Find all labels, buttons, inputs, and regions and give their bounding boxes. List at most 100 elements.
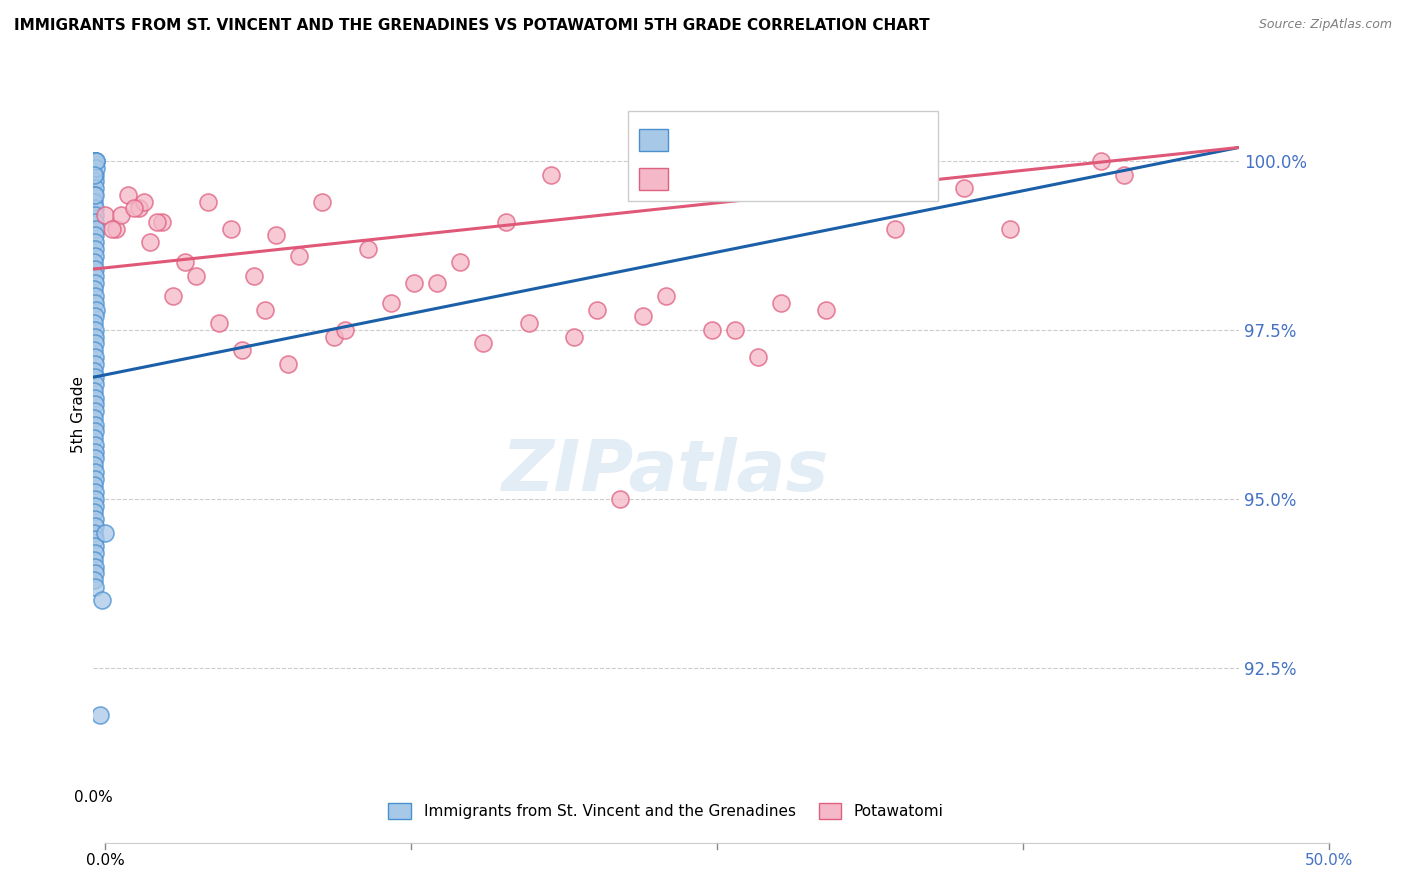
Point <box>84 153 107 168</box>
Point <box>253 302 276 317</box>
Point <box>83 458 105 472</box>
Text: IMMIGRANTS FROM ST. VINCENT AND THE GRENADINES VS POTAWATOMI 5TH GRADE CORRELATI: IMMIGRANTS FROM ST. VINCENT AND THE GREN… <box>14 18 929 33</box>
Point <box>83 506 105 520</box>
Point <box>197 194 219 209</box>
Point <box>1114 168 1136 182</box>
Point <box>471 336 494 351</box>
Point <box>402 276 425 290</box>
Point <box>100 221 122 235</box>
Point <box>311 194 333 209</box>
Point <box>83 255 105 269</box>
Point <box>540 168 562 182</box>
Point <box>83 194 105 209</box>
Point <box>288 249 311 263</box>
Point <box>84 425 107 439</box>
Point <box>128 202 150 216</box>
Point <box>83 310 105 324</box>
Point <box>83 438 105 452</box>
Point <box>219 221 242 235</box>
Point <box>83 370 105 384</box>
Point <box>84 268 107 283</box>
Point <box>84 512 107 526</box>
Point <box>83 451 105 466</box>
Point <box>1090 153 1112 168</box>
Point <box>84 296 107 310</box>
Point <box>83 350 105 364</box>
Point <box>84 187 107 202</box>
Point <box>83 168 105 182</box>
Point <box>242 268 264 283</box>
Point <box>83 485 105 500</box>
Text: Source: ZipAtlas.com: Source: ZipAtlas.com <box>1258 18 1392 31</box>
Point <box>266 228 288 243</box>
Point <box>277 357 299 371</box>
Point <box>84 215 107 229</box>
Point <box>93 208 115 222</box>
Y-axis label: 5th Grade: 5th Grade <box>72 376 86 453</box>
Point <box>562 329 585 343</box>
Point <box>83 181 105 195</box>
Point <box>84 153 107 168</box>
Point <box>83 478 105 492</box>
Point <box>231 343 253 358</box>
Point <box>83 546 105 560</box>
Point <box>700 323 723 337</box>
Point <box>83 202 105 216</box>
Point <box>146 215 169 229</box>
Point <box>83 391 105 405</box>
Point <box>953 181 976 195</box>
Point <box>84 161 107 175</box>
Point <box>84 491 107 506</box>
Point <box>84 302 107 317</box>
Point <box>998 221 1021 235</box>
Point <box>84 235 107 249</box>
Point <box>84 323 107 337</box>
Point <box>84 249 107 263</box>
Point <box>495 215 517 229</box>
Point <box>884 221 907 235</box>
Text: ZIPatlas: ZIPatlas <box>502 437 830 506</box>
Point <box>84 465 107 479</box>
Point <box>449 255 471 269</box>
Point <box>426 276 449 290</box>
Point <box>84 329 107 343</box>
Point <box>124 202 146 216</box>
Point <box>150 215 173 229</box>
Point <box>815 302 838 317</box>
Point <box>84 397 107 411</box>
Point <box>132 194 155 209</box>
Point <box>84 377 107 392</box>
Point <box>84 417 107 432</box>
Text: 0.0%: 0.0% <box>73 789 112 805</box>
Point <box>655 289 678 303</box>
Point <box>83 289 105 303</box>
Point <box>83 153 105 168</box>
Point <box>83 228 105 243</box>
Point <box>84 539 107 553</box>
Point <box>84 208 107 222</box>
Point <box>208 316 231 330</box>
Point <box>139 235 162 249</box>
Point <box>83 336 105 351</box>
Point <box>162 289 184 303</box>
Point <box>83 525 105 540</box>
Point <box>83 343 105 358</box>
Point <box>186 268 208 283</box>
Point <box>83 282 105 296</box>
Point <box>83 316 105 330</box>
Point <box>83 499 105 513</box>
Point <box>586 302 609 317</box>
Point <box>173 255 195 269</box>
Point <box>83 187 105 202</box>
Point <box>83 384 105 398</box>
Point <box>84 559 107 574</box>
Point <box>769 296 792 310</box>
Legend: Immigrants from St. Vincent and the Grenadines, Potawatomi: Immigrants from St. Vincent and the Gren… <box>382 797 949 825</box>
Point <box>335 323 357 337</box>
Point <box>631 310 654 324</box>
Point <box>83 363 105 377</box>
Point <box>105 221 128 235</box>
Point <box>83 410 105 425</box>
Point <box>609 491 631 506</box>
Point <box>110 208 132 222</box>
